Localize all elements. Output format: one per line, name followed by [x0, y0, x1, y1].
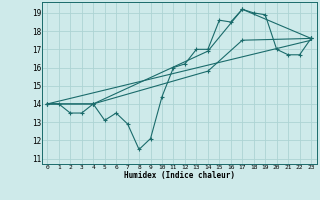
X-axis label: Humidex (Indice chaleur): Humidex (Indice chaleur): [124, 171, 235, 180]
